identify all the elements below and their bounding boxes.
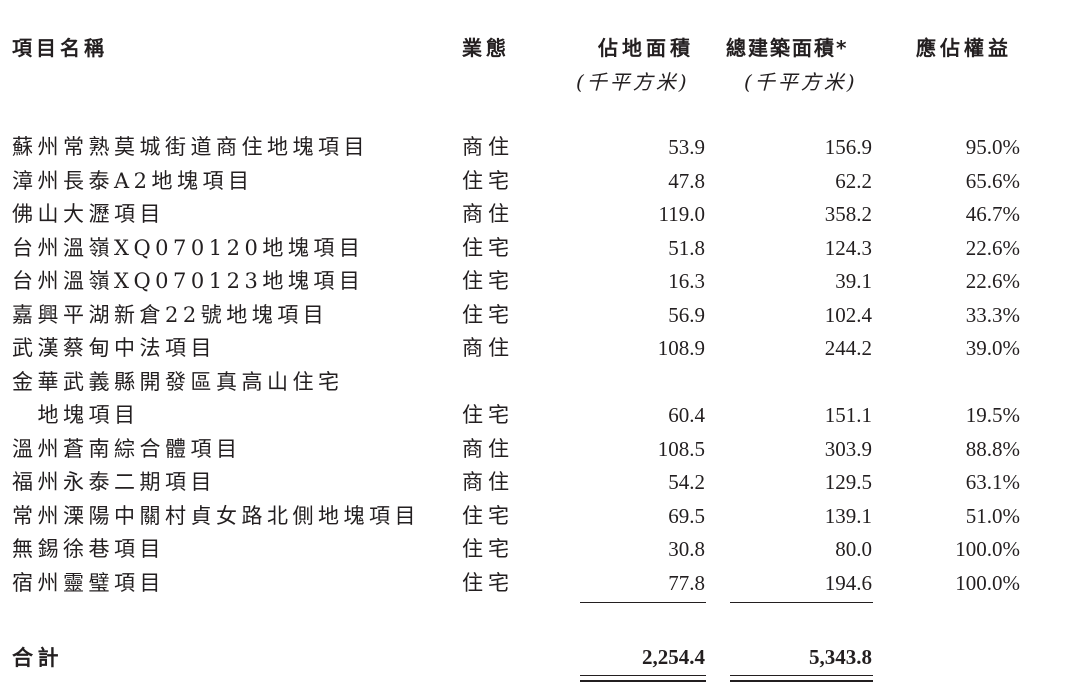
site-area-cell: 56.9 <box>668 302 705 327</box>
project-name-cell: 宿州靈璧項目 <box>12 570 165 595</box>
table-row: 武漢蔡甸中法項目 商住 108.9 244.2 39.0% <box>0 332 1080 366</box>
equity-cell: 22.6% <box>965 235 1020 260</box>
site-area-cell: 60.4 <box>668 403 705 427</box>
header-site-area: 佔地面積 <box>598 36 694 60</box>
double-rule-gfa-2 <box>730 680 873 682</box>
table-row: 地塊項目 住宅 60.4 151.1 19.5% <box>0 399 1080 433</box>
site-area-cell: 16.3 <box>668 269 705 293</box>
subtotal-rule-site-area <box>580 602 706 603</box>
project-name-cell: 常州溧陽中關村貞女路北側地塊項目 <box>12 503 420 528</box>
gfa-cell: 39.1 <box>835 269 872 293</box>
business-type-cell: 商住 <box>462 336 514 360</box>
equity-cell: 51.0% <box>965 503 1020 528</box>
gfa-cell: 156.9 <box>824 135 872 159</box>
site-area-cell: 54.2 <box>668 470 705 494</box>
table-row: 佛山大瀝項目 商住 119.0 358.2 46.7% <box>0 198 1080 232</box>
gfa-cell: 102.4 <box>824 302 872 327</box>
business-type-cell: 住宅 <box>462 537 514 561</box>
project-name-cell: 漳州長泰A2地塊項目 <box>12 168 254 193</box>
double-rule-gfa <box>730 675 873 676</box>
business-type-cell: 住宅 <box>462 269 514 293</box>
equity-cell: 95.0% <box>965 135 1020 159</box>
gfa-cell: 129.5 <box>824 470 872 494</box>
table-row: 宿州靈璧項目 住宅 77.8 194.6 100.0% <box>0 567 1080 601</box>
table-row: 蘇州常熟莫城街道商住地塊項目 商住 53.9 156.9 95.0% <box>0 131 1080 165</box>
project-name-cell: 溫州蒼南綜合體項目 <box>12 436 242 461</box>
gfa-cell: 124.3 <box>824 235 872 260</box>
business-type-cell: 商住 <box>462 470 514 494</box>
business-type-cell: 住宅 <box>462 503 514 528</box>
business-type-cell: 商住 <box>462 202 514 226</box>
project-name-cell: 台州溫嶺XQ070120地塊項目 <box>12 235 365 260</box>
project-name-cell: 武漢蔡甸中法項目 <box>12 336 216 360</box>
equity-cell: 88.8% <box>965 436 1020 461</box>
equity-cell: 19.5% <box>965 403 1020 427</box>
equity-cell: 46.7% <box>965 202 1020 226</box>
table-row: 溫州蒼南綜合體項目 商住 108.5 303.9 88.8% <box>0 433 1080 467</box>
double-rule-site-area <box>580 675 706 676</box>
subtotal-rule-gfa <box>730 602 873 603</box>
equity-cell: 33.3% <box>965 302 1020 327</box>
project-name-cell: 佛山大瀝項目 <box>12 202 165 226</box>
total-label: 合計 <box>12 645 63 670</box>
equity-cell: 22.6% <box>965 269 1020 293</box>
gfa-cell: 62.2 <box>835 168 872 193</box>
business-type-cell: 商住 <box>462 436 514 461</box>
business-type-cell: 商住 <box>462 135 514 159</box>
table-row: 台州溫嶺XQ070120地塊項目 住宅 51.8 124.3 22.6% <box>0 232 1080 266</box>
site-area-cell: 77.8 <box>668 570 705 595</box>
gfa-cell: 244.2 <box>824 336 872 360</box>
project-name-cell: 福州永泰二期項目 <box>12 470 216 494</box>
equity-cell: 39.0% <box>965 336 1020 360</box>
business-type-cell: 住宅 <box>462 570 514 595</box>
project-name-cell: 無錫徐巷項目 <box>12 537 165 561</box>
business-type-cell: 住宅 <box>462 403 514 427</box>
gfa-cell: 303.9 <box>824 436 872 461</box>
site-area-cell: 108.9 <box>657 336 705 360</box>
table-row: 無錫徐巷項目 住宅 30.8 80.0 100.0% <box>0 533 1080 567</box>
equity-cell: 100.0% <box>955 570 1020 595</box>
table-row: 漳州長泰A2地塊項目 住宅 47.8 62.2 65.6% <box>0 165 1080 199</box>
header-equity: 應佔權益 <box>916 36 1012 60</box>
project-name-cell: 台州溫嶺XQ070123地塊項目 <box>12 269 365 293</box>
business-type-cell: 住宅 <box>462 168 514 193</box>
site-area-cell: 69.5 <box>668 503 705 528</box>
site-area-cell: 47.8 <box>668 168 705 193</box>
table-row: 台州溫嶺XQ070123地塊項目 住宅 16.3 39.1 22.6% <box>0 265 1080 299</box>
unit-site-area: (千平方米) <box>576 70 690 94</box>
header-business-type: 業態 <box>462 36 510 60</box>
unit-gfa: (千平方米) <box>744 70 858 94</box>
gfa-cell: 80.0 <box>835 537 872 561</box>
total-row: 合計 2,254.4 5,343.8 <box>0 641 1080 675</box>
site-area-cell: 53.9 <box>668 135 705 159</box>
business-type-cell: 住宅 <box>462 235 514 260</box>
table-row: 常州溧陽中關村貞女路北側地塊項目 住宅 69.5 139.1 51.0% <box>0 500 1080 534</box>
gfa-cell: 194.6 <box>824 570 872 595</box>
site-area-cell: 30.8 <box>668 537 705 561</box>
equity-cell: 65.6% <box>965 168 1020 193</box>
total-site-area: 2,254.4 <box>642 645 705 669</box>
equity-cell: 63.1% <box>965 470 1020 494</box>
site-area-cell: 108.5 <box>657 436 705 461</box>
project-name-cell: 蘇州常熟莫城街道商住地塊項目 <box>12 135 369 159</box>
project-name-cell: 金華武義縣開發區真高山住宅 <box>12 369 344 394</box>
project-name-cell: 地塊項目 <box>12 403 140 427</box>
project-name-cell: 嘉興平湖新倉22號地塊項目 <box>12 302 329 327</box>
gfa-cell: 139.1 <box>824 503 872 528</box>
gfa-cell: 151.1 <box>824 403 872 427</box>
equity-cell: 100.0% <box>955 537 1020 561</box>
gfa-cell: 358.2 <box>824 202 872 226</box>
business-type-cell: 住宅 <box>462 302 514 327</box>
table-row: 福州永泰二期項目 商住 54.2 129.5 63.1% <box>0 466 1080 500</box>
site-area-cell: 51.8 <box>668 235 705 260</box>
header-project-name: 項目名稱 <box>12 36 108 60</box>
site-area-cell: 119.0 <box>658 202 705 226</box>
total-gfa: 5,343.8 <box>809 645 872 669</box>
table-row: 金華武義縣開發區真高山住宅 <box>0 366 1080 400</box>
table-row: 嘉興平湖新倉22號地塊項目 住宅 56.9 102.4 33.3% <box>0 299 1080 333</box>
header-gfa: 總建築面積* <box>726 36 849 60</box>
double-rule-site-area-2 <box>580 680 706 682</box>
